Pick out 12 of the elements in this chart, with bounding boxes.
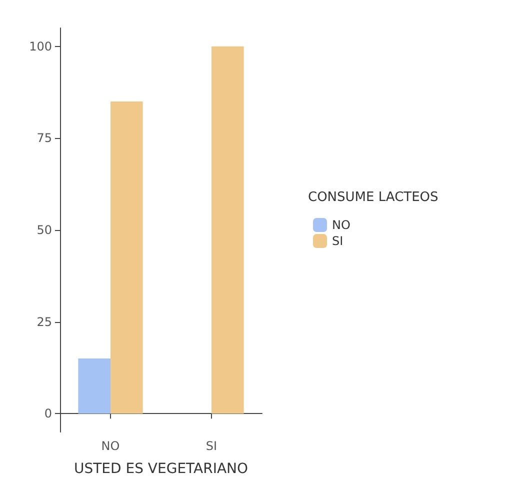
x-axis-title: USTED ES VEGETARIANO xyxy=(74,461,248,477)
legend-title: CONSUME LACTEOS xyxy=(308,190,438,205)
y-tick-label: 0 xyxy=(44,406,52,421)
bar xyxy=(110,101,143,414)
bar xyxy=(78,358,110,414)
y-tick-label: 75 xyxy=(36,131,52,146)
y-tick-label: 100 xyxy=(29,39,52,54)
legend-label: NO xyxy=(332,218,350,232)
y-tick-label: 50 xyxy=(36,223,52,237)
bar xyxy=(212,46,244,414)
y-tick-label: 25 xyxy=(36,314,52,329)
legend-label: SI xyxy=(332,234,344,248)
